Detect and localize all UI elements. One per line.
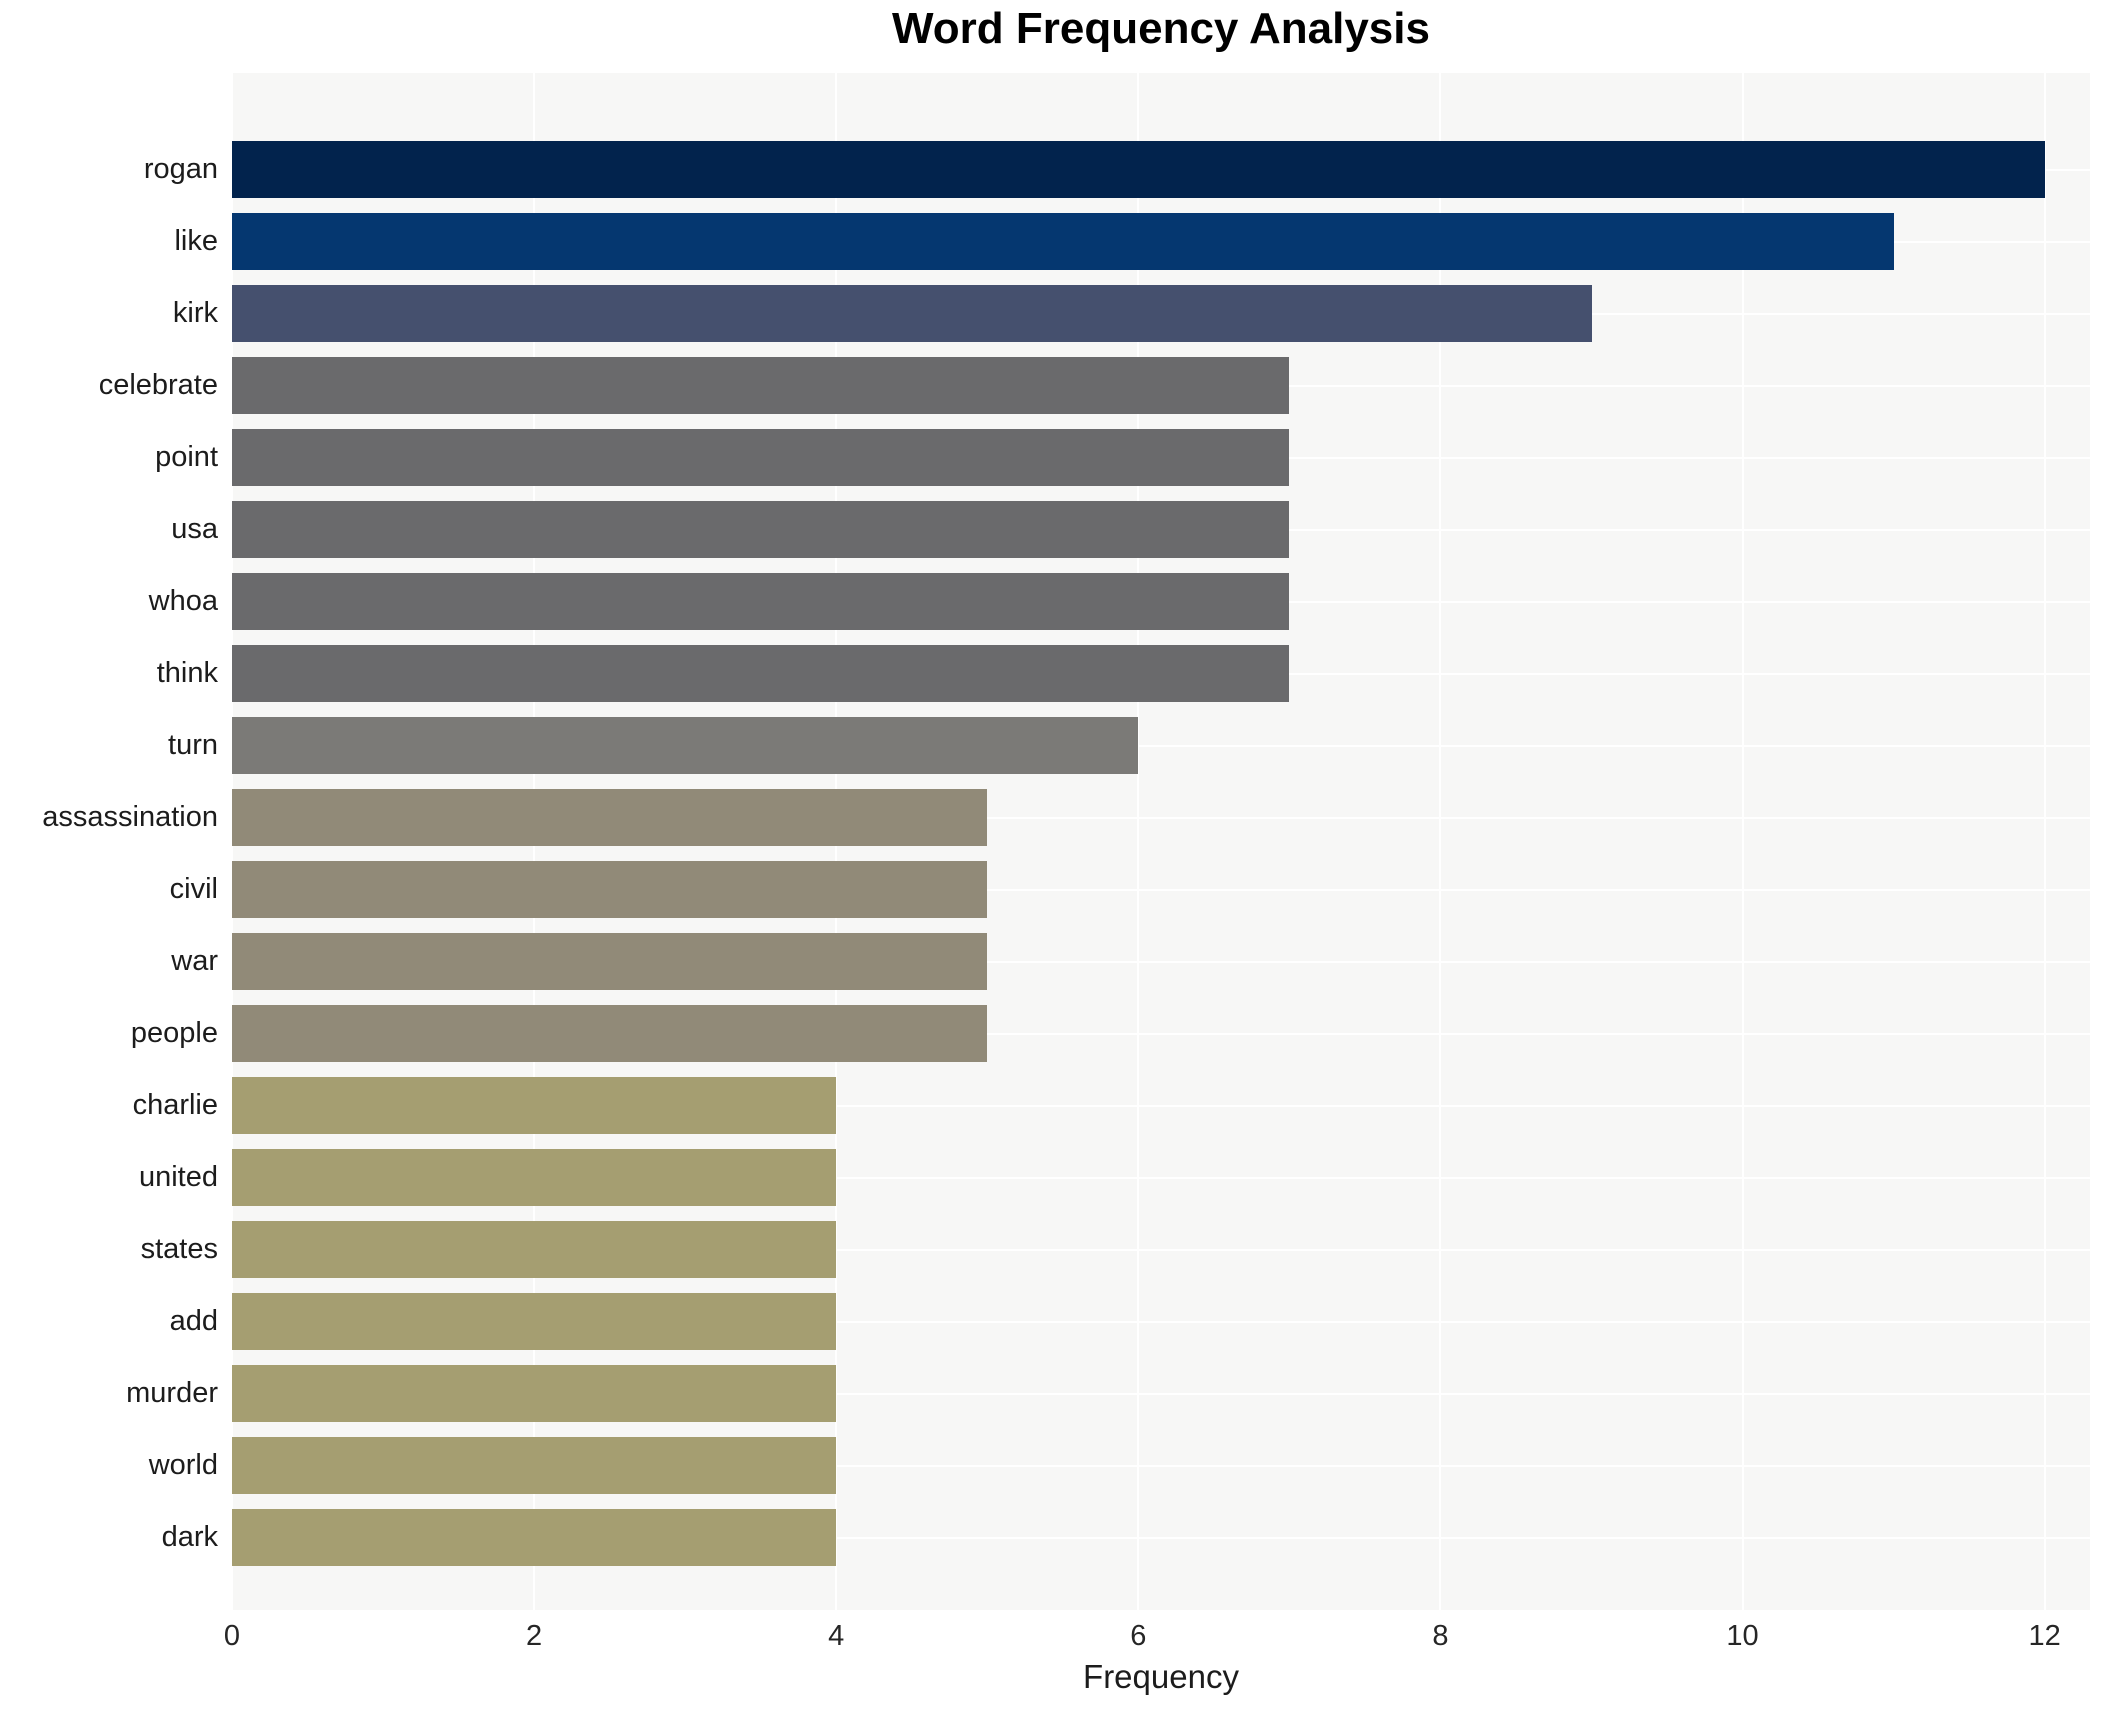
chart-title: Word Frequency Analysis <box>892 4 1430 53</box>
gridline-horizontal <box>232 960 2090 963</box>
bar-think <box>232 645 1290 702</box>
gridline-horizontal <box>232 1104 2090 1107</box>
bar-assassination <box>232 789 988 846</box>
gridline-horizontal <box>232 1032 2090 1035</box>
gridline-horizontal <box>232 1320 2090 1323</box>
bar-world <box>232 1437 837 1494</box>
bar-kirk <box>232 285 1592 342</box>
y-tick-label-rogan: rogan <box>143 153 218 185</box>
plot-area <box>231 73 2090 1610</box>
gridline-horizontal <box>232 1536 2090 1539</box>
x-tick-label-10: 10 <box>1726 1620 1759 1652</box>
bar-people <box>232 1005 988 1062</box>
bar-murder <box>232 1365 837 1422</box>
bar-charlie <box>232 1077 837 1134</box>
x-tick-label-8: 8 <box>1432 1620 1449 1652</box>
gridline-horizontal <box>232 1392 2090 1395</box>
y-tick-label-civil: civil <box>169 873 218 905</box>
gridline-horizontal <box>232 888 2090 891</box>
gridline-vertical <box>1137 73 1140 1610</box>
bar-like <box>232 213 1894 270</box>
gridline-vertical <box>1741 73 1744 1610</box>
y-tick-label-turn: turn <box>168 729 218 761</box>
y-tick-label-point: point <box>155 441 218 473</box>
x-axis-title: Frequency <box>1083 1658 1239 1695</box>
x-tick-label-12: 12 <box>2028 1620 2061 1652</box>
bar-celebrate <box>232 357 1290 414</box>
y-tick-label-think: think <box>156 657 218 689</box>
y-tick-label-assassination: assassination <box>42 801 218 833</box>
y-tick-label-add: add <box>169 1305 218 1337</box>
bar-add <box>232 1293 837 1350</box>
bar-war <box>232 933 988 990</box>
gridline-horizontal <box>232 1176 2090 1179</box>
y-tick-label-people: people <box>130 1017 218 1049</box>
x-tick-label-4: 4 <box>828 1620 845 1652</box>
bar-point <box>232 429 1290 486</box>
y-tick-label-charlie: charlie <box>132 1089 218 1121</box>
y-tick-label-murder: murder <box>126 1377 218 1409</box>
bar-usa <box>232 501 1290 558</box>
gridline-horizontal <box>232 816 2090 819</box>
y-tick-label-like: like <box>174 225 218 257</box>
gridline-horizontal <box>232 1464 2090 1467</box>
y-tick-label-dark: dark <box>161 1521 218 1553</box>
bar-rogan <box>232 141 2045 198</box>
y-tick-label-world: world <box>148 1449 218 1481</box>
x-tick-label-2: 2 <box>526 1620 543 1652</box>
gridline-horizontal <box>232 1248 2090 1251</box>
x-tick-label-0: 0 <box>223 1620 241 1652</box>
y-tick-label-united: united <box>138 1161 218 1193</box>
gridline-horizontal <box>232 744 2090 747</box>
y-tick-label-celebrate: celebrate <box>98 369 218 401</box>
y-tick-label-whoa: whoa <box>148 585 218 617</box>
y-tick-label-kirk: kirk <box>172 297 218 329</box>
bar-dark <box>232 1509 837 1566</box>
bar-states <box>232 1221 837 1278</box>
bar-whoa <box>232 573 1290 630</box>
gridline-vertical <box>2043 73 2046 1610</box>
bar-civil <box>232 861 988 918</box>
gridline-vertical <box>1439 73 1442 1610</box>
x-tick-label-6: 6 <box>1130 1620 1147 1652</box>
bar-turn <box>232 717 1139 774</box>
y-tick-label-states: states <box>140 1233 218 1265</box>
y-tick-label-war: war <box>171 945 218 977</box>
bar-united <box>232 1149 837 1206</box>
y-tick-label-usa: usa <box>171 513 218 545</box>
